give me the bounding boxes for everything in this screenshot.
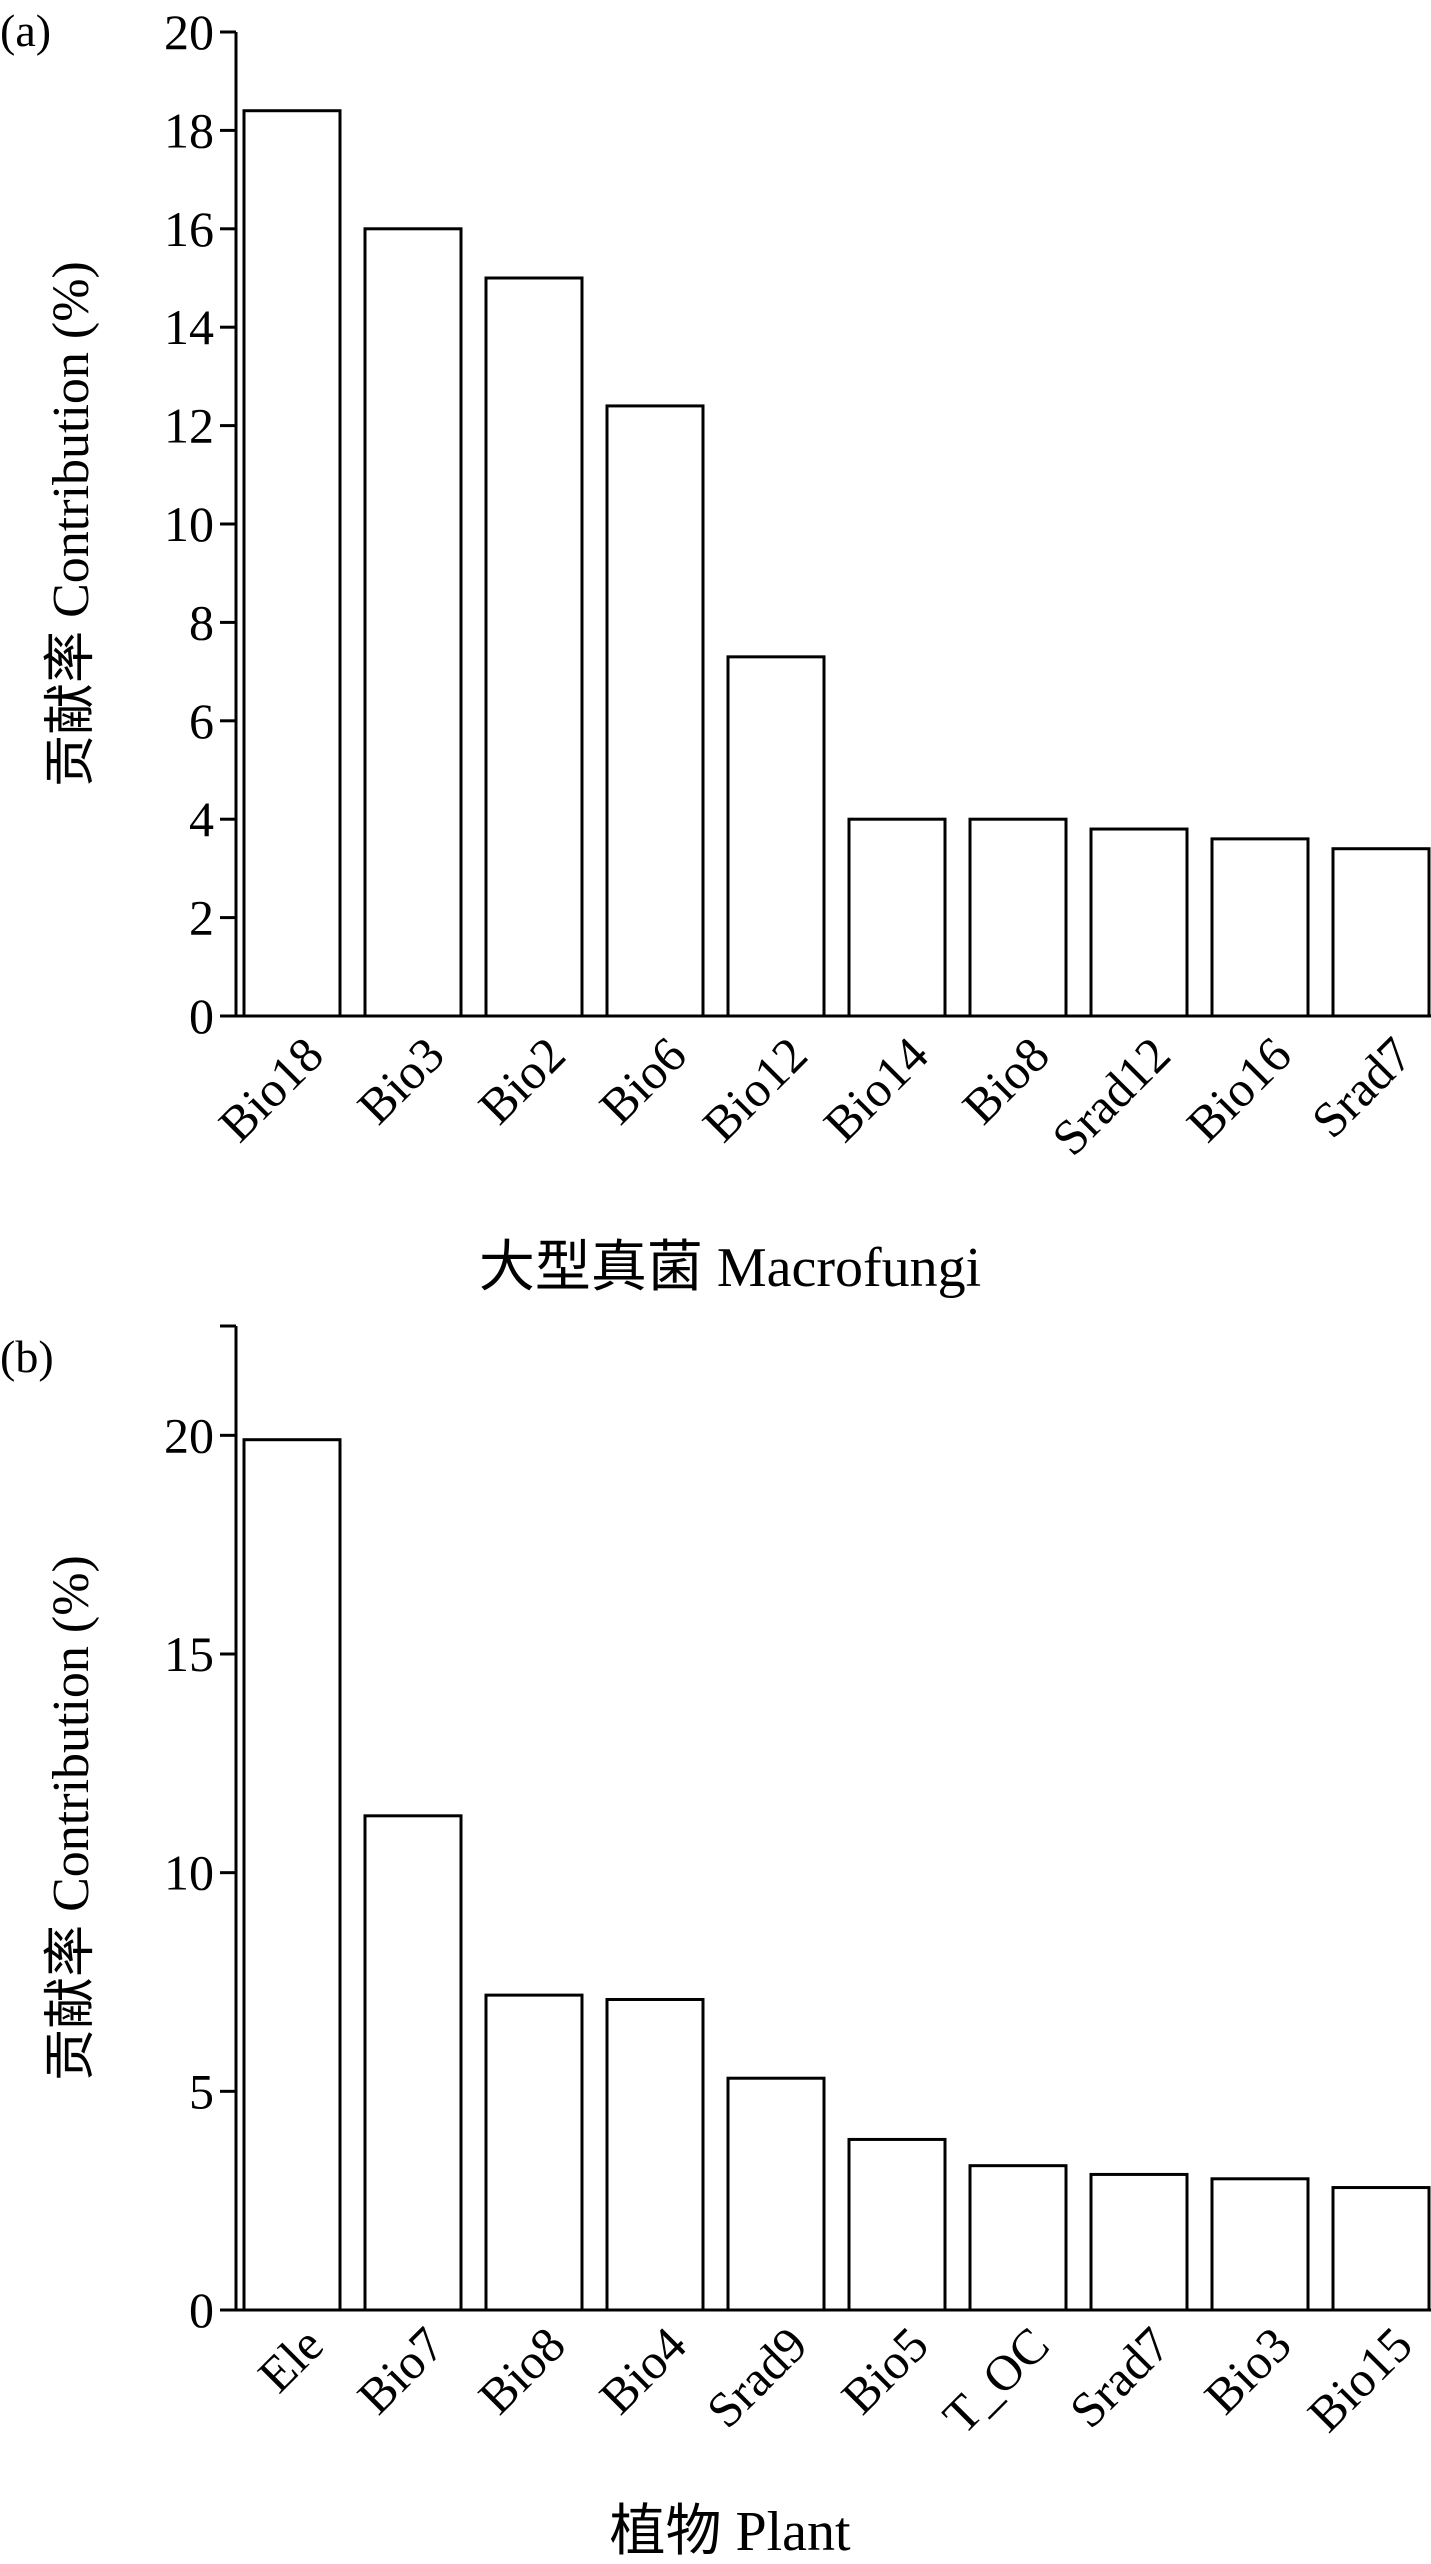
category-label: Bio18 <box>208 1026 334 1152</box>
y-tick-label: 0 <box>189 988 214 1044</box>
bar-srad12 <box>1089 827 1189 1018</box>
category-label: Bio7 <box>346 2316 454 2424</box>
bar-bio14 <box>847 817 947 1018</box>
y-tick-label: 2 <box>189 890 214 946</box>
category-label: Srad9 <box>696 2316 818 2438</box>
y-tick-label: 20 <box>164 1407 214 1463</box>
y-tick-label: 16 <box>164 201 214 257</box>
y-tick-label: 0 <box>189 2282 214 2338</box>
panel-label: (b) <box>0 1331 54 1382</box>
category-label: Bio6 <box>588 1026 696 1134</box>
y-tick-label: 12 <box>164 398 214 454</box>
bar-bio8 <box>968 817 1068 1018</box>
y-tick-label: 20 <box>164 4 214 60</box>
bar-ele <box>242 1438 342 2312</box>
bar-srad7 <box>1331 847 1431 1018</box>
y-axis-label: 贡献率 Contribution (%) <box>43 1555 100 2081</box>
bar-bio2 <box>484 276 584 1018</box>
y-tick-label: 18 <box>164 102 214 158</box>
bar-bio4 <box>605 1997 705 2312</box>
y-tick-label: 10 <box>164 496 214 552</box>
bar-srad7 <box>1089 2172 1189 2312</box>
bar-t-oc <box>968 2164 1068 2312</box>
y-tick-label: 10 <box>164 1845 214 1901</box>
category-label: Bio12 <box>692 1026 818 1152</box>
category-label: Ele <box>247 2316 334 2403</box>
y-tick-label: 4 <box>189 791 214 847</box>
category-label: Bio3 <box>346 1026 454 1134</box>
category-label: Bio8 <box>467 2316 575 2424</box>
x-axis-label: 植物 Plant <box>609 2501 851 2559</box>
y-tick-label: 15 <box>164 1626 214 1682</box>
y-tick-label: 5 <box>189 2063 214 2119</box>
category-label: Srad12 <box>1041 1026 1181 1166</box>
bar-bio5 <box>847 2137 947 2312</box>
category-label: Bio8 <box>951 1026 1059 1134</box>
bar-bio12 <box>726 655 826 1018</box>
bar-srad9 <box>726 2076 826 2312</box>
category-label: Bio5 <box>830 2316 938 2424</box>
bar-bio7 <box>363 1814 463 2312</box>
y-tick-label: 6 <box>189 693 214 749</box>
bar-bio6 <box>605 404 705 1018</box>
category-label: Srad7 <box>1301 1026 1423 1148</box>
bar-bio15 <box>1331 2186 1431 2312</box>
bar-bio18 <box>242 109 342 1018</box>
category-label: Bio14 <box>813 1026 939 1152</box>
panel-label: (a) <box>0 5 51 56</box>
bar-bio16 <box>1210 837 1310 1018</box>
category-label: Bio15 <box>1297 2316 1423 2442</box>
bar-bio3 <box>1210 2177 1310 2312</box>
x-axis-label: 大型真菌 Macrofungi <box>479 1237 981 1299</box>
category-label: Bio16 <box>1176 1026 1302 1152</box>
bar-bio3 <box>363 227 463 1018</box>
category-label: Bio4 <box>588 2316 696 2424</box>
bar-bio8 <box>484 1993 584 2312</box>
category-label: Srad7 <box>1059 2316 1181 2438</box>
category-label: Bio2 <box>467 1026 575 1134</box>
y-tick-label: 14 <box>164 299 214 355</box>
y-axis-label: 贡献率 Contribution (%) <box>43 261 100 787</box>
category-label: Bio3 <box>1193 2316 1301 2424</box>
y-tick-label: 8 <box>189 594 214 650</box>
category-label: T_OC <box>932 2316 1060 2444</box>
